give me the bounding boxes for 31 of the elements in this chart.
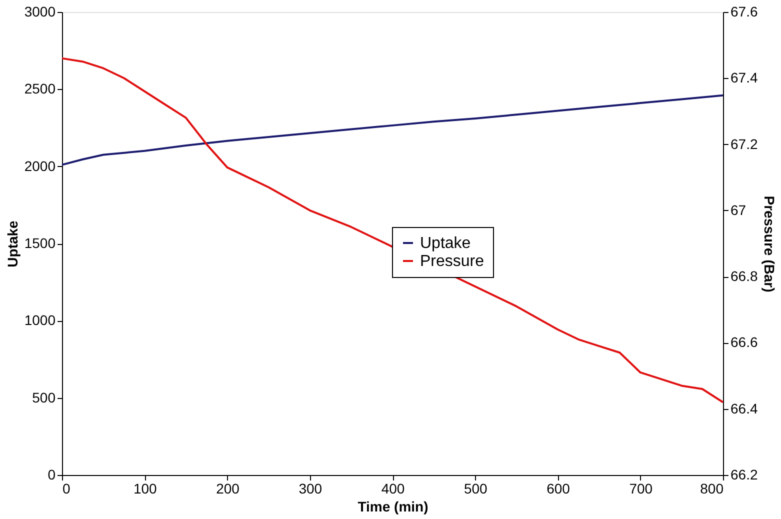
y2-tick-label: 67.2 xyxy=(730,136,758,152)
y-tick-label: 2500 xyxy=(24,80,56,97)
line-series xyxy=(61,57,724,404)
y-tick-label: 500 xyxy=(32,389,56,406)
y2-tick-label: 66.4 xyxy=(730,400,758,416)
x-tick-label: 700 xyxy=(629,480,653,496)
y2-tick-label: 67.6 xyxy=(730,4,758,20)
x-tick-label: 500 xyxy=(464,480,488,496)
y2-axis-title: Pressure (Bar) xyxy=(762,196,778,292)
x-tick-label: 300 xyxy=(298,480,322,496)
y-tick-label: 3000 xyxy=(24,4,56,20)
y2-tick-label: 67.4 xyxy=(730,70,758,86)
legend-label: Uptake xyxy=(420,235,471,252)
y-tick-label: 1500 xyxy=(24,235,56,251)
x-tick-label: 200 xyxy=(216,480,240,496)
y2-tick-label: 66.6 xyxy=(730,334,758,350)
legend-label: Pressure xyxy=(420,253,484,270)
line-series xyxy=(61,94,724,166)
y-tick-label: 1000 xyxy=(24,312,56,328)
x-tick-label: 100 xyxy=(133,480,158,496)
y-tick-label: 0 xyxy=(48,466,56,482)
y2-tick-label: 67 xyxy=(730,202,746,218)
x-tick-label: 600 xyxy=(546,480,570,496)
x-tick-label: 800 xyxy=(700,480,724,496)
y2-tick-label: 66.2 xyxy=(730,466,758,482)
y-tick-label: 2000 xyxy=(24,158,56,174)
y2-tick-label: 66.8 xyxy=(730,268,758,284)
x-axis-title: Time (min) xyxy=(358,498,428,514)
y-axis-title: Uptake xyxy=(4,220,20,268)
x-tick-label: 0 xyxy=(62,480,70,496)
x-tick-label: 400 xyxy=(381,480,405,496)
